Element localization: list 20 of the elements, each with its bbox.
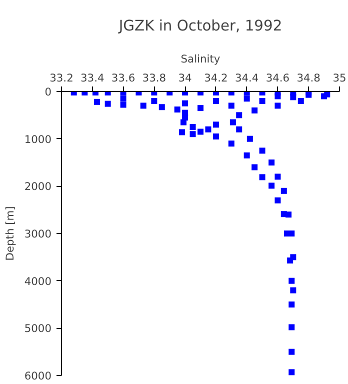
x-tick-label: 34.2 — [204, 72, 228, 84]
x-tick-label: 34 — [178, 72, 192, 84]
y-axis-title: Depth [m] — [3, 206, 16, 261]
x-tick-label: 33.6 — [111, 72, 136, 84]
x-tick-label: 34.4 — [234, 72, 259, 84]
x-tick-label: 33.2 — [50, 72, 74, 84]
x-tick-label: 34.8 — [296, 72, 321, 84]
x-tick-label: 35 — [332, 72, 346, 84]
y-tick-label: 5000 — [24, 322, 52, 336]
x-axis-title: Salinity — [180, 52, 220, 66]
y-tick-label: 0 — [44, 86, 52, 98]
y-tick-label: 2000 — [24, 180, 52, 194]
y-tick-label: 3000 — [24, 228, 52, 240]
y-tick-label: 6000 — [24, 370, 52, 382]
y-tick-label: 4000 — [24, 274, 52, 288]
x-tick-label: 33.8 — [142, 72, 166, 84]
y-tick-label: 1000 — [24, 132, 52, 146]
x-tick-label: 34.6 — [266, 72, 290, 84]
chart-title: JGZK in October, 1992 — [118, 18, 282, 34]
x-tick-label: 33.4 — [80, 72, 104, 84]
